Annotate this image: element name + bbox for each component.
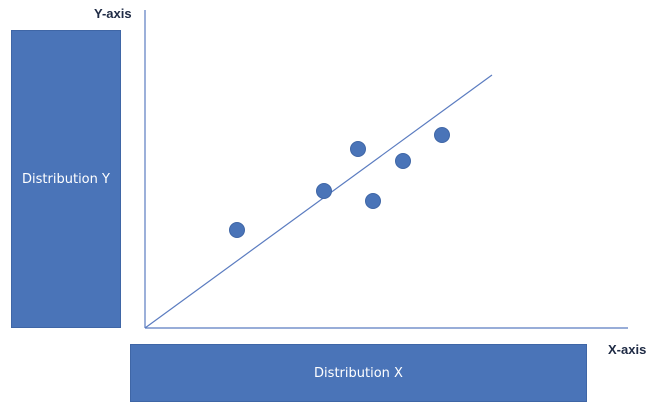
- data-point: [229, 222, 245, 238]
- data-point: [316, 183, 332, 199]
- data-point: [434, 127, 450, 143]
- data-points: [229, 127, 450, 238]
- data-point: [395, 153, 411, 169]
- data-point: [350, 141, 366, 157]
- distribution-x-label: Distribution X: [314, 365, 403, 381]
- y-axis-label: Y-axis: [94, 6, 132, 21]
- data-point: [365, 193, 381, 209]
- distribution-y-box: Distribution Y: [11, 30, 121, 328]
- trend-line: [144, 74, 493, 329]
- x-axis-label: X-axis: [608, 342, 647, 357]
- distribution-x-box: Distribution X: [130, 344, 587, 402]
- distribution-y-label: Distribution Y: [22, 171, 110, 187]
